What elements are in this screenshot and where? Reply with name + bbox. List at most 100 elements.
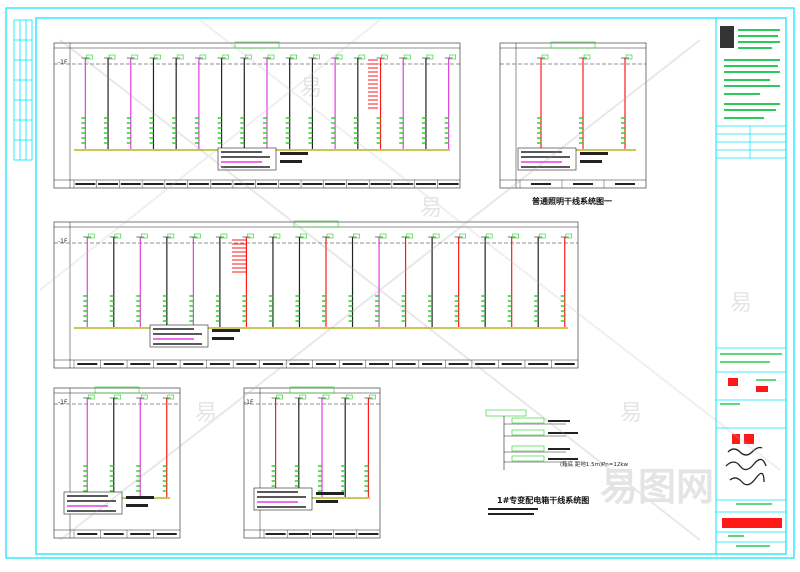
riser-bl-box-tag	[167, 394, 175, 400]
riser-mid-box-tag	[167, 233, 175, 239]
riser-bm-table-text	[335, 533, 356, 535]
riser-top-note-side	[280, 160, 302, 163]
riser-top-box-tag	[449, 54, 456, 60]
riser-mid-header-label	[293, 220, 339, 228]
riser-mid-box-tag	[512, 233, 519, 239]
riser-top-box-tag	[313, 54, 320, 60]
riser-top-table-text	[370, 183, 391, 185]
riser-right-box-tag	[583, 54, 591, 60]
riser-mid-box-tag	[459, 233, 466, 239]
riser-bm-table-text	[288, 533, 309, 535]
riser-top-box-tag	[267, 54, 275, 60]
outer-frame	[5, 7, 795, 559]
tree-subtitle-text	[488, 508, 538, 510]
tree-branch-tag	[511, 445, 545, 452]
riser-bm-box-tag	[369, 394, 376, 400]
riser-top-table-text	[347, 183, 368, 185]
riser-top-table-text	[393, 183, 414, 185]
level-label-bm: -1F	[244, 399, 254, 406]
riser-top-table-text	[325, 183, 346, 185]
riser-mid-table-text	[262, 363, 283, 365]
riser-top-note-side	[280, 152, 308, 155]
riser-mid-box-tag	[300, 233, 307, 239]
riser-mid-table-text	[183, 363, 204, 365]
riser-top-table-text	[257, 183, 277, 185]
level-label-mid: -1F	[58, 238, 68, 245]
riser-top-frame	[53, 42, 461, 189]
riser-bm-box-tag	[345, 394, 353, 400]
riser-top-box-tag	[381, 54, 388, 60]
company-info-lines	[724, 29, 780, 119]
company-logo-box	[720, 26, 734, 48]
riser-bm-frame	[243, 387, 381, 539]
riser-bm-table-text	[265, 533, 286, 535]
riser-mid-box-tag	[194, 233, 201, 239]
riser-top-table-text	[234, 183, 255, 185]
riser-mid-table-text	[103, 363, 124, 365]
riser-top-box-tag	[244, 54, 252, 60]
riser-bl-table-text	[77, 533, 98, 535]
legend-left-text: (箱底 距地1.5m)	[560, 460, 602, 468]
signatures	[725, 446, 767, 486]
level-label-bl: -1F	[58, 399, 68, 406]
riser-mid-table-text	[289, 363, 310, 365]
riser-mid-table-text	[528, 363, 549, 365]
riser-mid-box-tag	[406, 233, 413, 239]
riser-bl-header-label	[94, 386, 140, 394]
riser-top-table-text	[75, 183, 96, 185]
riser-top-table-text	[302, 183, 323, 185]
riser-mid-table-text	[130, 363, 151, 365]
diagram-caption-2: 1#专变配电箱干线系统图	[497, 495, 589, 505]
riser-bm-header-label	[289, 386, 335, 394]
riser-top-box-tag	[176, 54, 184, 60]
riser-top-table-text	[120, 183, 141, 185]
riser-mid-frame	[53, 221, 579, 369]
riser-mid-box-tag	[485, 233, 493, 239]
riser-mid-note-side	[212, 329, 240, 332]
riser-top-box-tag	[222, 54, 229, 60]
riser-top-box-tag	[199, 54, 207, 60]
riser-mid-box-tag	[538, 233, 546, 239]
riser-right-box-tag	[625, 54, 633, 60]
riser-mid-table-text	[316, 363, 336, 365]
riser-mid-box-tag	[87, 233, 95, 239]
riser-mid-table-text	[209, 363, 230, 365]
riser-bm-table-text	[358, 533, 379, 535]
riser-right-note-side	[580, 152, 608, 155]
riser-mid-table-text	[236, 363, 257, 365]
riser-right-frame	[499, 42, 647, 189]
riser-top-box-tag	[154, 54, 161, 60]
title-block	[715, 18, 786, 554]
riser-right-note-box	[517, 147, 577, 171]
riser-top-box-tag	[86, 54, 93, 60]
tree-branch-text	[548, 458, 578, 460]
riser-mid-box-tag	[141, 233, 148, 239]
riser-bl-table-text	[103, 533, 124, 535]
tree-branch-tag	[511, 429, 545, 436]
riser-mid-table-text	[395, 363, 416, 365]
legend-right-text: Pn=12kw	[602, 462, 628, 468]
riser-bl-box-tag	[114, 394, 122, 400]
riser-right-table-text	[615, 183, 635, 185]
riser-mid-box-tag	[565, 233, 573, 239]
riser-top-box-tag	[358, 54, 366, 60]
riser-mid-box-tag	[432, 233, 440, 239]
tree-branch-text	[548, 420, 570, 422]
riser-top-table-text	[166, 183, 187, 185]
riser-mid-table-text	[156, 363, 177, 365]
riser-bl-box-tag	[87, 394, 95, 400]
riser-bl-note-side	[126, 496, 154, 499]
riser-bm-box-tag	[299, 394, 307, 400]
system-diagrams	[53, 41, 647, 539]
red-stamp-marks	[722, 378, 782, 528]
riser-mid-box-tag	[353, 233, 360, 239]
riser-bm-note-side	[316, 492, 344, 495]
riser-top-table-text	[188, 183, 209, 185]
riser-top-table-text	[211, 183, 232, 185]
riser-right-box-tag	[541, 54, 549, 60]
riser-top-box-tag	[131, 54, 139, 60]
riser-bl-frame	[53, 387, 181, 539]
binding-strip	[13, 19, 33, 161]
riser-right-table-text	[531, 183, 551, 185]
